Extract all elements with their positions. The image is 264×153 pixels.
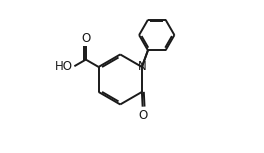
- Text: O: O: [81, 32, 91, 45]
- Text: O: O: [138, 109, 147, 122]
- Text: N: N: [138, 60, 147, 73]
- Text: HO: HO: [55, 60, 73, 73]
